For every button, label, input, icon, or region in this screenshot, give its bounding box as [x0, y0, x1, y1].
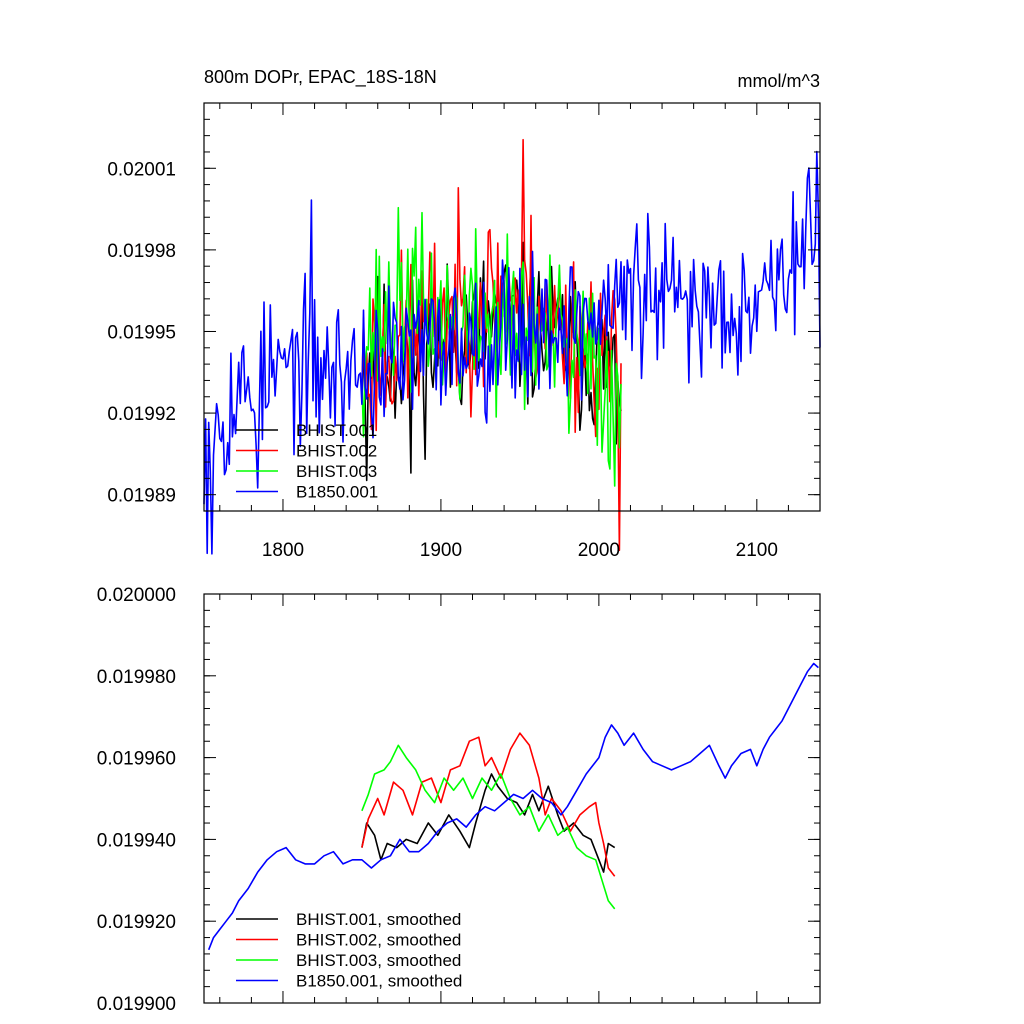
plot-frame [203, 102, 821, 512]
plot-frame [203, 593, 821, 1004]
series-line-3 [361, 744, 616, 910]
x-tick-label: 1900 [420, 540, 462, 561]
legend-label: B1850.001 [296, 483, 378, 502]
x-tick-label: 1800 [262, 540, 304, 561]
y-tick-label: 0.020000 [97, 585, 176, 606]
legend-label: B1850.001, smoothed [296, 972, 462, 991]
legend-label: BHIST.002 [296, 442, 377, 461]
top-panel: 1800 1900 2000 2100 0.02001 0.01998 0.01995 0.0… [107, 102, 821, 561]
legend-label: BHIST.001, smoothed [296, 910, 461, 929]
chart-title: 800m DOPr, EPAC_18S-18N [204, 67, 437, 88]
series-line-4 [207, 662, 819, 951]
y-tick-label: 0.01992 [107, 404, 176, 425]
y-tick-label: 0.01998 [107, 241, 176, 262]
y-tick-label: 0.019960 [97, 749, 176, 770]
y-tick-label: 0.019980 [97, 667, 176, 688]
y-tick-label: 0.01989 [107, 486, 176, 507]
y-tick-label: 0.02001 [107, 159, 176, 180]
y-tick-label: 0.019900 [97, 994, 176, 1015]
series-line-1 [361, 773, 616, 873]
legend-label: BHIST.001 [296, 421, 377, 440]
bottom-panel: 0.020000 0.019980 0.019960 0.019940 0.019920… [97, 585, 821, 1015]
y-tick-label: 0.019940 [97, 830, 176, 851]
y-tick-label: 0.01995 [107, 322, 176, 343]
series-line-2 [361, 732, 616, 877]
y-tick-label: 0.019920 [97, 912, 176, 933]
legend-label: BHIST.002, smoothed [296, 931, 461, 950]
legend-label: BHIST.003, smoothed [296, 951, 461, 970]
x-tick-label: 2100 [736, 540, 778, 561]
x-tick-label: 2000 [578, 540, 620, 561]
series-line-4 [203, 150, 821, 555]
chart-units: mmol/m^3 [738, 71, 820, 91]
legend-label: BHIST.003 [296, 462, 377, 481]
